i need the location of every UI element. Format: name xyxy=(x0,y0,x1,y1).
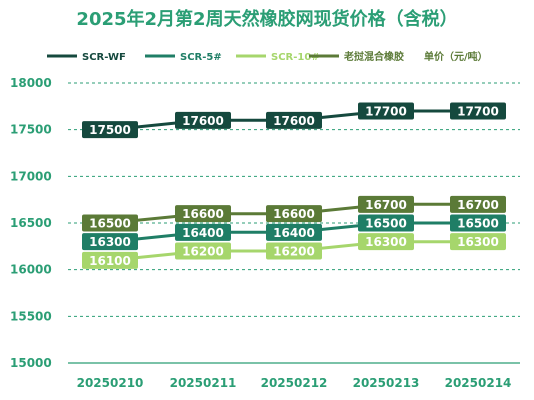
data-label: 16500 xyxy=(365,217,407,231)
legend: SCR-WF SCR-5# SCR-10# 老挝混合橡胶 单价（元/吨） xyxy=(47,50,488,63)
data-labels: 17500 17600 17600 17700 17700 16300 16400 16400… xyxy=(82,102,506,269)
data-label-box xyxy=(358,102,414,120)
y-axis: 15000 15500 16000 16500 17000 17500 18000 xyxy=(10,76,52,370)
x-tick-label: 20250214 xyxy=(445,376,512,390)
y-tick-label: 16500 xyxy=(10,216,52,230)
data-label: 16300 xyxy=(457,235,499,249)
data-label-box xyxy=(82,121,138,139)
data-label-box xyxy=(450,102,506,120)
data-label: 17700 xyxy=(365,105,407,119)
y-tick-label: 17500 xyxy=(10,123,52,137)
data-label: 16300 xyxy=(89,235,131,249)
legend-label: SCR-10# xyxy=(271,52,320,63)
unit-label: 单价（元/吨） xyxy=(424,50,488,63)
y-tick-label: 18000 xyxy=(10,76,52,90)
legend-label: SCR-5# xyxy=(180,52,222,63)
data-label: 16700 xyxy=(457,198,499,212)
data-label: 16400 xyxy=(182,226,224,240)
data-label: 16300 xyxy=(365,235,407,249)
chart-title: 2025年2月第2周天然橡胶网现货价格（含税） xyxy=(76,8,457,30)
data-label-box xyxy=(175,205,231,223)
data-label-box xyxy=(82,233,138,251)
data-label-box xyxy=(266,205,322,223)
data-label-box xyxy=(450,195,506,213)
grid-lines xyxy=(68,82,520,364)
x-tick-label: 20250210 xyxy=(77,376,144,390)
data-label: 16600 xyxy=(182,207,224,221)
data-label: 16500 xyxy=(89,217,131,231)
x-tick-label: 20250212 xyxy=(261,376,328,390)
x-tick-label: 20250211 xyxy=(170,376,237,390)
data-label: 16200 xyxy=(182,245,224,259)
data-label-box xyxy=(82,214,138,232)
y-tick-label: 15000 xyxy=(10,356,52,370)
data-label-box xyxy=(175,223,231,241)
y-tick-label: 15500 xyxy=(10,309,52,323)
data-label-box xyxy=(175,242,231,260)
data-label-box xyxy=(358,195,414,213)
data-label-box xyxy=(266,223,322,241)
data-label: 17600 xyxy=(182,114,224,128)
data-label: 16600 xyxy=(273,207,315,221)
data-label-box xyxy=(82,251,138,269)
data-label-box xyxy=(175,111,231,129)
legend-label: 老挝混合橡胶 xyxy=(343,50,404,63)
data-label-box xyxy=(266,242,322,260)
data-label-box xyxy=(450,214,506,232)
data-label: 17500 xyxy=(89,123,131,137)
data-label: 16200 xyxy=(273,245,315,259)
legend-label: SCR-WF xyxy=(82,52,126,63)
data-label: 16400 xyxy=(273,226,315,240)
x-tick-label: 20250213 xyxy=(353,376,420,390)
data-label-box xyxy=(450,233,506,251)
y-tick-label: 17000 xyxy=(10,169,52,183)
data-label: 17700 xyxy=(457,105,499,119)
data-label: 16100 xyxy=(89,254,131,268)
y-tick-label: 16000 xyxy=(10,263,52,277)
data-label: 17600 xyxy=(273,114,315,128)
data-label-box xyxy=(358,233,414,251)
data-label-box xyxy=(358,214,414,232)
data-label-box xyxy=(266,111,322,129)
data-label: 16700 xyxy=(365,198,407,212)
data-label: 16500 xyxy=(457,217,499,231)
x-axis: 20250210 20250211 20250212 20250213 20250214 xyxy=(77,376,512,390)
